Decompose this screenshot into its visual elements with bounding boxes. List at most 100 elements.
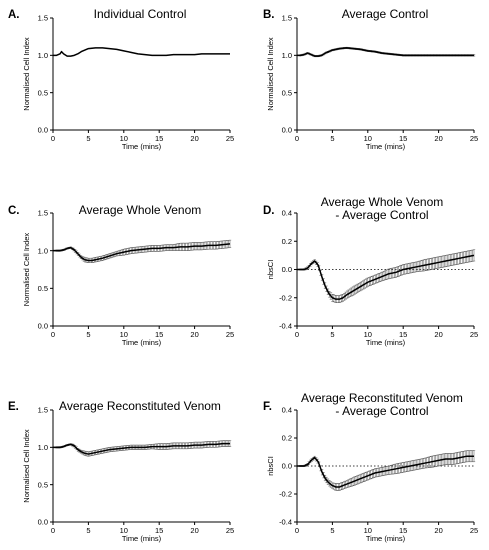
y-tick-label: -0.2 — [279, 293, 292, 302]
y-axis-title: Normalised Cell Index — [22, 429, 31, 503]
y-tick-label: 0.5 — [38, 480, 48, 489]
y-tick-label: 0.4 — [282, 209, 292, 218]
y-tick-label: 1.0 — [38, 246, 48, 255]
x-tick-label: 10 — [364, 134, 372, 143]
x-tick-label: 20 — [190, 134, 198, 143]
panel-letter: A. — [8, 9, 20, 21]
panel-title: Average Whole Venom — [79, 203, 202, 217]
x-tick-label: 0 — [51, 526, 55, 535]
y-tick-label: 0.5 — [282, 88, 292, 97]
series-line — [297, 47, 474, 57]
y-tick-label: 0.5 — [38, 284, 48, 293]
y-tick-label: 0.4 — [282, 406, 292, 415]
y-tick-label: 1.0 — [38, 51, 48, 60]
y-tick-label: 1.0 — [38, 443, 48, 452]
x-tick-label: 20 — [190, 526, 198, 535]
panel-letter: F. — [263, 401, 272, 413]
panel-letter: B. — [263, 9, 275, 21]
series-line — [297, 455, 474, 488]
panel-D: D. Average Whole Venom- Average Control -0… — [263, 195, 478, 347]
panel-F: F. Average Reconstituted Venom- Average C… — [263, 391, 478, 543]
panel-title: Average Reconstituted Venom — [59, 399, 221, 413]
panel-E: E. Average Reconstituted Venom 0.0 0.5 1.0 1.… — [8, 399, 234, 543]
x-tick-label: 0 — [295, 134, 299, 143]
y-tick-label: 0.0 — [38, 322, 48, 331]
y-tick-label: -0.2 — [279, 490, 292, 499]
y-axis-title: Normalised Cell Index — [22, 233, 31, 307]
x-axis-title: Time (mins) — [122, 142, 162, 151]
y-axis-title: Normalised Cell Index — [22, 37, 31, 111]
x-tick-label: 0 — [51, 134, 55, 143]
x-tick-label: 15 — [399, 330, 407, 339]
x-tick-label: 0 — [295, 330, 299, 339]
y-tick-label: 0.2 — [282, 237, 292, 246]
panel-title: - Average Control — [335, 404, 428, 418]
x-tick-label: 0 — [295, 526, 299, 535]
x-tick-label: 25 — [470, 330, 478, 339]
x-tick-label: 5 — [330, 526, 334, 535]
x-tick-label: 5 — [86, 330, 90, 339]
x-tick-label: 25 — [470, 526, 478, 535]
y-tick-label: 1.5 — [38, 406, 48, 415]
panel-title: - Average Control — [335, 208, 428, 222]
x-axis-title: Time (mins) — [122, 534, 162, 543]
x-axis-title: Time (mins) — [366, 338, 406, 347]
y-axis-title: nbsCI — [266, 260, 275, 280]
y-tick-label: 0.2 — [282, 434, 292, 443]
y-tick-label: 1.5 — [38, 209, 48, 218]
x-tick-label: 20 — [434, 526, 442, 535]
x-tick-label: 10 — [120, 526, 128, 535]
panel-letter: C. — [8, 205, 20, 217]
x-tick-label: 25 — [470, 134, 478, 143]
y-tick-label: 1.5 — [38, 14, 48, 23]
x-tick-label: 15 — [155, 330, 163, 339]
x-tick-label: 0 — [51, 330, 55, 339]
panel-letter: D. — [263, 205, 275, 217]
y-tick-label: -0.4 — [279, 322, 292, 331]
y-tick-label: 0.0 — [282, 126, 292, 135]
x-tick-label: 5 — [86, 134, 90, 143]
panel-title: Average Reconstituted Venom — [301, 391, 463, 405]
y-tick-label: 0.0 — [282, 462, 292, 471]
x-tick-label: 15 — [155, 526, 163, 535]
panel-A: A. Individual Control 0.0 0.5 1.0 1.5 0 5 10 15 20… — [8, 7, 234, 151]
x-tick-label: 20 — [434, 330, 442, 339]
x-tick-label: 5 — [330, 134, 334, 143]
panel-C: C. Average Whole Venom 0.0 0.5 1.0 1.5 0 5 10 15 2… — [8, 203, 234, 347]
y-tick-label: 0.5 — [38, 88, 48, 97]
y-tick-label: 0.0 — [282, 265, 292, 274]
x-tick-label: 20 — [434, 134, 442, 143]
x-tick-label: 25 — [226, 526, 234, 535]
y-tick-label: 1.5 — [282, 14, 292, 23]
x-tick-label: 25 — [226, 330, 234, 339]
x-axis-title: Time (mins) — [122, 338, 162, 347]
panel-title: Individual Control — [94, 7, 187, 21]
series-line — [53, 47, 230, 57]
panel-letter: E. — [8, 401, 19, 413]
x-tick-label: 15 — [399, 134, 407, 143]
y-tick-label: 0.0 — [38, 126, 48, 135]
panel-title: Average Whole Venom — [321, 195, 444, 209]
y-axis-title: Normalised Cell Index — [266, 37, 275, 111]
y-tick-label: 1.0 — [282, 51, 292, 60]
panel-B: B. Average Control 0.0 0.5 1.0 1.5 0 5 10 15 20 25 T… — [263, 7, 478, 151]
x-axis-title: Time (mins) — [366, 534, 406, 543]
series-line — [297, 254, 475, 300]
y-axis-title: nbsCI — [266, 456, 275, 476]
panel-title: Average Control — [342, 7, 429, 21]
x-tick-label: 15 — [399, 526, 407, 535]
x-tick-label: 15 — [155, 134, 163, 143]
x-tick-label: 10 — [364, 330, 372, 339]
x-tick-label: 5 — [330, 330, 334, 339]
x-tick-label: 25 — [226, 134, 234, 143]
x-tick-label: 10 — [364, 526, 372, 535]
x-tick-label: 20 — [190, 330, 198, 339]
y-tick-label: -0.4 — [279, 518, 292, 527]
x-tick-label: 10 — [120, 330, 128, 339]
x-tick-label: 5 — [86, 526, 90, 535]
y-tick-label: 0.0 — [38, 518, 48, 527]
series-line — [53, 243, 231, 262]
x-tick-label: 10 — [120, 134, 128, 143]
x-axis-title: Time (mins) — [366, 142, 406, 151]
